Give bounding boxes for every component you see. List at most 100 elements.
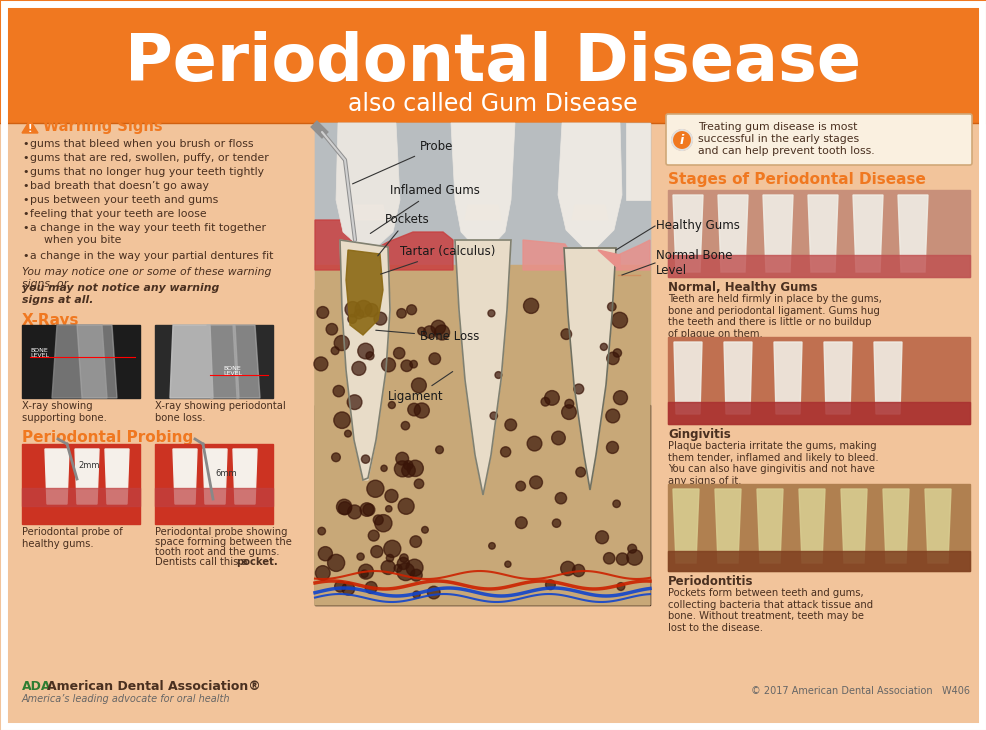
Circle shape (314, 357, 328, 371)
Polygon shape (233, 325, 260, 398)
Text: X-ray showing periodontal
bone loss.: X-ray showing periodontal bone loss. (155, 401, 286, 423)
Circle shape (345, 301, 360, 317)
Circle shape (627, 550, 643, 565)
Text: •: • (22, 153, 29, 163)
Circle shape (348, 315, 357, 323)
Circle shape (406, 559, 423, 576)
Circle shape (528, 437, 542, 451)
Polygon shape (336, 123, 400, 250)
Circle shape (375, 515, 392, 532)
Circle shape (371, 545, 383, 558)
Polygon shape (799, 489, 825, 563)
Circle shape (361, 570, 368, 577)
Polygon shape (572, 205, 608, 220)
Polygon shape (564, 248, 616, 490)
Text: Warning Signs: Warning Signs (43, 120, 163, 134)
Circle shape (355, 301, 372, 317)
Circle shape (576, 467, 586, 477)
Polygon shape (22, 120, 38, 133)
Circle shape (545, 580, 555, 590)
Circle shape (606, 352, 619, 364)
Text: a change in the way your teeth fit together
    when you bite: a change in the way your teeth fit toget… (30, 223, 266, 245)
Bar (668, 551, 970, 571)
Circle shape (561, 328, 572, 339)
Circle shape (552, 519, 561, 527)
Polygon shape (173, 449, 197, 504)
Circle shape (334, 412, 350, 429)
Circle shape (431, 320, 446, 334)
Circle shape (406, 305, 416, 315)
Text: Periodontal probe of
healthy gums.: Periodontal probe of healthy gums. (22, 527, 122, 549)
Circle shape (374, 312, 387, 325)
Circle shape (565, 399, 574, 408)
Text: •: • (22, 195, 29, 205)
Text: •: • (22, 167, 29, 177)
Polygon shape (598, 250, 620, 270)
Text: Periodontal Probing: Periodontal Probing (22, 430, 193, 445)
Circle shape (382, 358, 395, 372)
Polygon shape (315, 290, 650, 605)
Text: Periodontal Disease: Periodontal Disease (125, 31, 861, 95)
Circle shape (401, 464, 415, 477)
Bar (22, 325, 140, 398)
Circle shape (399, 554, 408, 562)
Polygon shape (558, 123, 622, 248)
Circle shape (436, 446, 444, 453)
Polygon shape (883, 489, 909, 563)
Circle shape (603, 553, 615, 564)
Text: Healthy Gums: Healthy Gums (656, 220, 740, 232)
Circle shape (331, 453, 340, 461)
Bar (315, 265, 650, 605)
Text: Probe: Probe (353, 140, 454, 184)
Text: Normal, Healthy Gums: Normal, Healthy Gums (668, 281, 817, 294)
Text: a change in the way your partial dentures fit: a change in the way your partial denture… (30, 251, 273, 261)
Polygon shape (350, 205, 386, 220)
Circle shape (413, 591, 420, 599)
Circle shape (555, 493, 567, 504)
Circle shape (358, 343, 374, 359)
Circle shape (501, 447, 511, 457)
Bar (315, 405, 650, 605)
Text: also called Gum Disease: also called Gum Disease (348, 92, 638, 116)
Polygon shape (455, 240, 511, 495)
Circle shape (368, 530, 380, 541)
Circle shape (360, 503, 374, 516)
Circle shape (516, 517, 528, 529)
Circle shape (616, 553, 628, 565)
Circle shape (334, 336, 349, 350)
Circle shape (394, 564, 402, 572)
Circle shape (331, 347, 339, 355)
Circle shape (524, 299, 538, 313)
Circle shape (611, 312, 627, 328)
Circle shape (336, 499, 352, 515)
Circle shape (362, 455, 370, 464)
Circle shape (347, 395, 362, 410)
Text: © 2017 American Dental Association   W406: © 2017 American Dental Association W406 (751, 686, 970, 696)
Bar (155, 444, 273, 524)
Text: Treating gum disease is most
successful in the early stages
and can help prevent: Treating gum disease is most successful … (698, 123, 875, 155)
Circle shape (397, 563, 415, 580)
Text: •: • (22, 209, 29, 219)
Circle shape (613, 349, 621, 357)
Circle shape (489, 542, 495, 549)
Circle shape (316, 566, 330, 580)
Circle shape (414, 479, 424, 488)
Polygon shape (757, 489, 783, 563)
Circle shape (495, 372, 502, 378)
Circle shape (318, 547, 332, 561)
Circle shape (352, 361, 366, 375)
Circle shape (418, 327, 426, 335)
Text: 6mm: 6mm (215, 469, 237, 478)
Text: Pockets form between teeth and gums,
collecting bacteria that attack tissue and
: Pockets form between teeth and gums, col… (668, 588, 874, 633)
Circle shape (408, 403, 420, 416)
Polygon shape (52, 325, 107, 398)
Text: You may notice one or some of these warning
signs, or: You may notice one or some of these warn… (22, 267, 271, 288)
Bar (315, 123, 650, 605)
Circle shape (505, 419, 517, 431)
Polygon shape (673, 195, 703, 272)
Bar (668, 255, 970, 277)
Circle shape (359, 564, 374, 579)
Circle shape (435, 325, 450, 340)
Text: pus between your teeth and gums: pus between your teeth and gums (30, 195, 218, 205)
Bar (22, 444, 140, 524)
